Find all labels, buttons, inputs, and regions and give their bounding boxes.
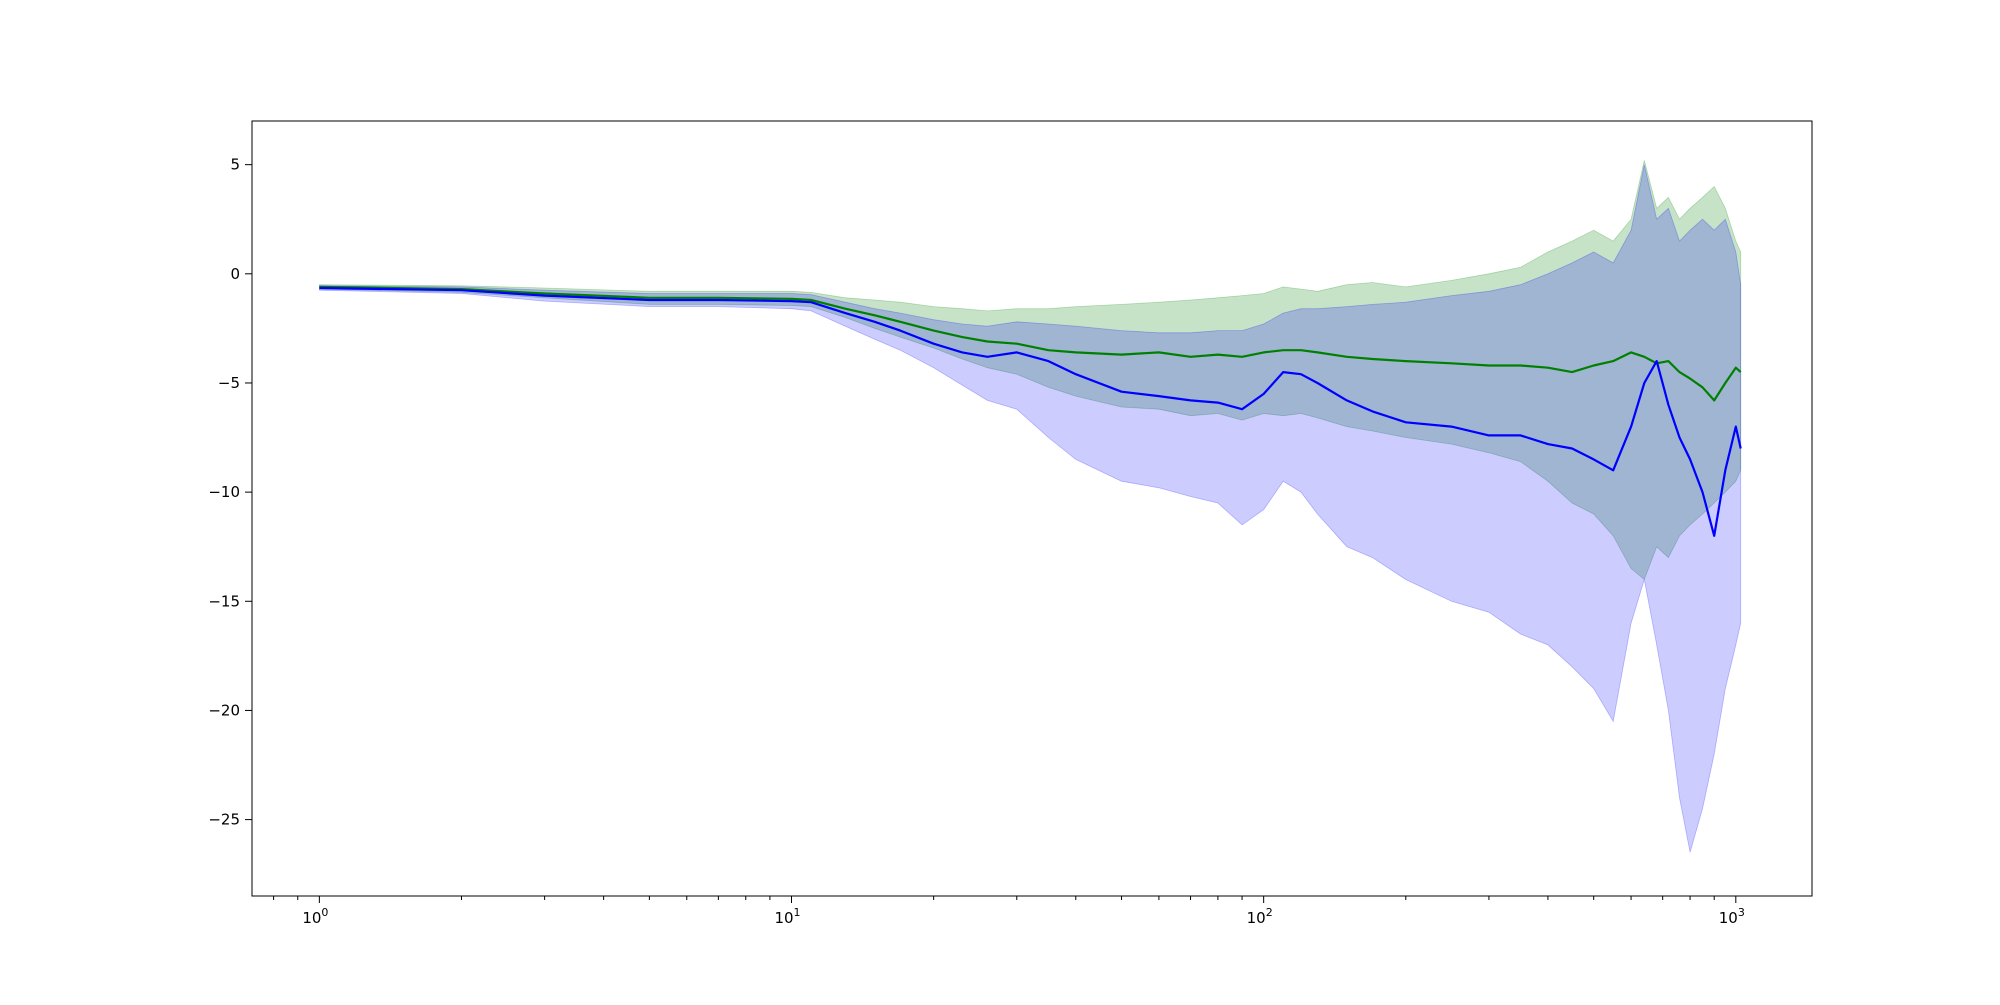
y-tick-label: 5	[230, 156, 240, 174]
x-tick-label: 100	[302, 906, 328, 927]
x-tick-label: 102	[1247, 906, 1273, 927]
x-axis: 100 101 102 103	[273, 896, 1745, 927]
y-tick-label: −15	[208, 592, 240, 610]
series-line-blue	[319, 286, 1742, 537]
y-axis: 5 0 −5 −10 −15 −20 −25	[208, 156, 252, 829]
plot-frame	[251, 120, 1813, 897]
series-line-green	[319, 285, 1742, 402]
x-tick-label: 103	[1719, 906, 1745, 927]
band-blue	[319, 164, 1742, 853]
y-tick-label: −10	[208, 483, 240, 501]
y-tick-label: −25	[208, 811, 240, 829]
series-lines	[319, 285, 1742, 537]
y-tick-label: −5	[218, 374, 240, 392]
band-green	[319, 160, 1742, 581]
x-tick-label: 101	[774, 906, 800, 927]
confidence-bands	[319, 160, 1742, 853]
y-tick-label: 0	[230, 265, 240, 283]
y-tick-label: −20	[208, 701, 240, 719]
